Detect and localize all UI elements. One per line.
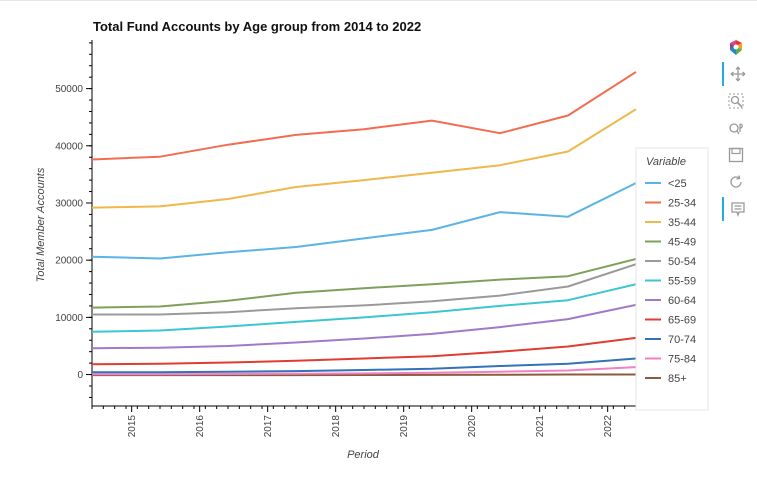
- legend-item[interactable]: 75-84: [645, 354, 696, 366]
- bokeh-logo[interactable]: [722, 36, 750, 60]
- y-axis-label: Total Member Accounts: [35, 167, 47, 282]
- x-tick-label: 2021: [535, 415, 546, 438]
- legend-item[interactable]: 50-54: [645, 256, 696, 268]
- pan-icon: [730, 66, 746, 82]
- legend-item[interactable]: 70-74: [645, 334, 696, 346]
- series-line-55-59: [91, 283, 637, 333]
- legend-label: <25: [668, 178, 687, 190]
- legend-item[interactable]: 45-49: [645, 237, 696, 249]
- series-line-25-34: [91, 71, 637, 161]
- legend-item[interactable]: 35-44: [645, 217, 696, 229]
- y-tick-label: 30000: [55, 198, 83, 209]
- x-tick-label: 2019: [399, 415, 410, 438]
- hover-tool[interactable]: [722, 197, 752, 221]
- reset-icon: [730, 175, 742, 188]
- box-zoom-icon: [728, 93, 744, 109]
- legend-label: 85+: [668, 373, 687, 385]
- x-tick-label: 2022: [603, 415, 614, 438]
- legend-item[interactable]: <25: [645, 178, 687, 190]
- chart-title: Total Fund Accounts by Age group from 20…: [93, 19, 421, 34]
- legend-label: 35-44: [668, 217, 696, 229]
- save-tool[interactable]: [722, 143, 750, 167]
- legend-item[interactable]: 55-59: [645, 276, 696, 288]
- legend-item[interactable]: 25-34: [645, 198, 696, 210]
- x-axis: 2015 2016 2017 2018 2019 2020 2021 2022: [91, 406, 637, 438]
- y-axis: 0 10000 20000 30000 40000 50000: [55, 42, 92, 398]
- y-tick-label: 50000: [55, 84, 83, 95]
- series-line-75-84: [92, 366, 637, 376]
- legend-label: 60-64: [668, 295, 696, 307]
- legend-label: 65-69: [668, 315, 696, 327]
- series-line-65-69: [91, 336, 637, 366]
- series-line-50-54: [92, 263, 637, 316]
- bokeh-logo-icon: [730, 40, 742, 55]
- series-line-45-49: [91, 258, 637, 309]
- legend-box: [635, 147, 709, 411]
- x-tick-label: 2016: [195, 415, 206, 438]
- series-line-60-64: [91, 303, 637, 350]
- reset-tool[interactable]: [722, 170, 750, 194]
- x-tick-label: 2015: [127, 415, 138, 438]
- legend-label: 70-74: [668, 334, 696, 346]
- x-axis-label: Period: [347, 449, 380, 461]
- box-zoom-tool[interactable]: [722, 89, 750, 113]
- wheel-zoom-icon: [729, 123, 743, 135]
- legend-label: 50-54: [668, 256, 696, 268]
- wheel-zoom-tool[interactable]: [722, 116, 750, 140]
- legend-label: 75-84: [668, 354, 696, 366]
- legend-label: 55-59: [668, 276, 696, 288]
- series-line-under-25: [91, 182, 637, 260]
- y-tick-label: 0: [77, 370, 83, 381]
- legend[interactable]: Variable <25 25-34 35-44 45-49 50-54 55-59 60-…: [635, 147, 709, 411]
- legend-label: 25-34: [668, 198, 696, 210]
- x-tick-label: 2018: [331, 415, 342, 438]
- y-tick-label: 10000: [55, 313, 83, 324]
- hover-icon: [731, 202, 745, 217]
- y-tick-label: 20000: [55, 256, 83, 267]
- legend-item[interactable]: 60-64: [645, 295, 696, 307]
- toolbar: [722, 36, 752, 226]
- series-lines: [91, 71, 637, 377]
- legend-item[interactable]: 85+: [645, 373, 687, 385]
- pan-tool[interactable]: [722, 62, 752, 86]
- save-icon: [728, 147, 744, 163]
- y-tick-label: 40000: [55, 141, 83, 152]
- legend-item[interactable]: 65-69: [645, 315, 696, 327]
- legend-title: Variable: [646, 156, 686, 168]
- x-tick-label: 2020: [467, 415, 478, 438]
- legend-label: 45-49: [668, 237, 696, 249]
- series-line-70-74: [92, 357, 637, 374]
- top-divider: [0, 0, 757, 1]
- series-line-35-44: [91, 108, 637, 209]
- x-tick-label: 2017: [263, 415, 274, 438]
